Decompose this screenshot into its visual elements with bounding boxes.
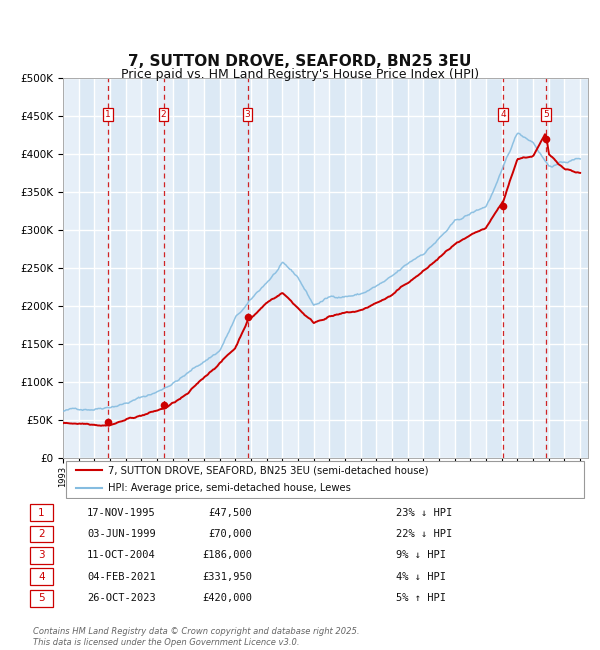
Bar <box>220 78 235 458</box>
Text: 04-FEB-2021: 04-FEB-2021 <box>87 572 156 582</box>
Text: Contains HM Land Registry data © Crown copyright and database right 2025.
This d: Contains HM Land Registry data © Crown c… <box>33 627 359 647</box>
Text: 7, SUTTON DROVE, SEAFORD, BN25 3EU (semi-detached house): 7, SUTTON DROVE, SEAFORD, BN25 3EU (semi… <box>107 465 428 475</box>
Text: 22% ↓ HPI: 22% ↓ HPI <box>396 529 452 539</box>
Text: 23% ↓ HPI: 23% ↓ HPI <box>396 508 452 517</box>
Text: 17-NOV-1995: 17-NOV-1995 <box>87 508 156 517</box>
Text: 4: 4 <box>38 572 45 582</box>
Text: 3: 3 <box>38 551 45 560</box>
Bar <box>533 78 549 458</box>
Bar <box>345 78 361 458</box>
Bar <box>565 78 580 458</box>
FancyBboxPatch shape <box>65 460 584 498</box>
Bar <box>408 78 424 458</box>
Text: 4% ↓ HPI: 4% ↓ HPI <box>396 572 446 582</box>
Bar <box>251 78 267 458</box>
Text: 5: 5 <box>38 593 45 603</box>
Text: £331,950: £331,950 <box>202 572 252 582</box>
Text: 1: 1 <box>38 508 45 517</box>
Text: 2: 2 <box>161 110 166 118</box>
Text: Price paid vs. HM Land Registry's House Price Index (HPI): Price paid vs. HM Land Registry's House … <box>121 68 479 81</box>
Text: 5: 5 <box>543 110 549 118</box>
Bar <box>283 78 298 458</box>
Text: 5% ↑ HPI: 5% ↑ HPI <box>396 593 446 603</box>
Text: 03-JUN-1999: 03-JUN-1999 <box>87 529 156 539</box>
Text: 9% ↓ HPI: 9% ↓ HPI <box>396 551 446 560</box>
Bar <box>94 78 110 458</box>
Text: £186,000: £186,000 <box>202 551 252 560</box>
Bar <box>157 78 173 458</box>
Bar <box>439 78 455 458</box>
Bar <box>470 78 486 458</box>
Text: 3: 3 <box>245 110 250 118</box>
Text: 11-OCT-2004: 11-OCT-2004 <box>87 551 156 560</box>
Text: 2: 2 <box>38 529 45 539</box>
Text: HPI: Average price, semi-detached house, Lewes: HPI: Average price, semi-detached house,… <box>107 483 350 493</box>
Text: 7, SUTTON DROVE, SEAFORD, BN25 3EU: 7, SUTTON DROVE, SEAFORD, BN25 3EU <box>128 54 472 69</box>
Bar <box>502 78 517 458</box>
Text: 1: 1 <box>105 110 111 118</box>
Text: 4: 4 <box>500 110 506 118</box>
Bar <box>314 78 329 458</box>
Text: £47,500: £47,500 <box>208 508 252 517</box>
Text: 26-OCT-2023: 26-OCT-2023 <box>87 593 156 603</box>
Text: £70,000: £70,000 <box>208 529 252 539</box>
Bar <box>188 78 204 458</box>
Bar <box>125 78 142 458</box>
Text: £420,000: £420,000 <box>202 593 252 603</box>
Bar <box>376 78 392 458</box>
Bar <box>63 78 79 458</box>
